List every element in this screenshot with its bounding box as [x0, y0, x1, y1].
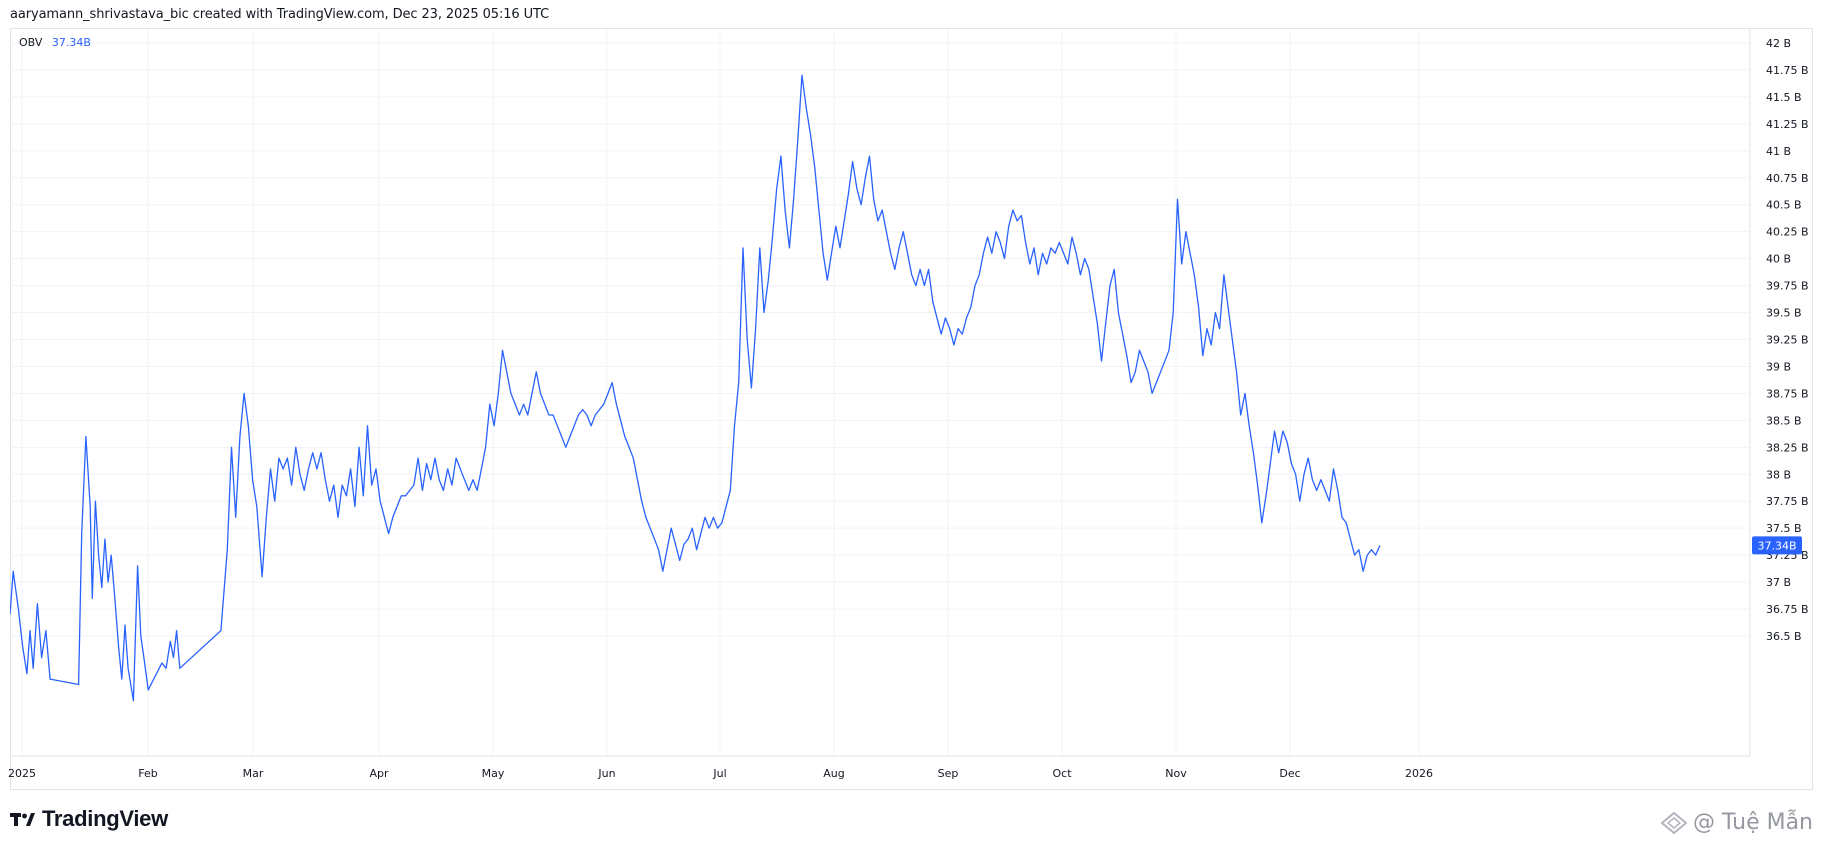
- y-tick-label: 37.75 B: [1766, 495, 1809, 508]
- y-tick-label: 40.75 B: [1766, 172, 1809, 185]
- y-tick-label: 39 B: [1766, 360, 1791, 373]
- y-tick-label: 37 B: [1766, 576, 1791, 589]
- y-tick-label: 40.25 B: [1766, 226, 1809, 239]
- x-tick-label: Dec: [1279, 767, 1300, 780]
- tradingview-logo-icon: [10, 813, 35, 826]
- x-tick-label: 2025: [8, 767, 36, 780]
- y-tick-label: 39.25 B: [1766, 334, 1809, 347]
- chart-attribution: aaryamann_shrivastava_bic created with T…: [10, 7, 550, 22]
- x-tick-label: Apr: [369, 767, 389, 780]
- y-tick-label: 40.5 B: [1766, 199, 1802, 212]
- y-tick-label: 38.5 B: [1766, 414, 1802, 427]
- x-tick-label: May: [482, 767, 505, 780]
- x-tick-label: Jul: [712, 767, 726, 780]
- y-tick-label: 36.5 B: [1766, 630, 1802, 643]
- y-tick-label: 38.75 B: [1766, 387, 1809, 400]
- x-tick-label: Nov: [1165, 767, 1187, 780]
- x-tick-label: Sep: [938, 767, 959, 780]
- y-tick-label: 40 B: [1766, 253, 1791, 266]
- obv-series-line: [10, 74, 1381, 702]
- x-tick-label: 2026: [1405, 767, 1433, 780]
- legend-indicator-value: 37.34B: [51, 36, 91, 49]
- x-tick-label: Aug: [823, 767, 844, 780]
- last-value-badge: [1752, 536, 1802, 555]
- chart-frame: [10, 28, 1813, 790]
- y-tick-label: 41 B: [1766, 145, 1791, 158]
- y-tick-label: 41.25 B: [1766, 118, 1809, 131]
- y-tick-label: 36.75 B: [1766, 603, 1809, 616]
- y-tick-label: 38.25 B: [1766, 441, 1809, 454]
- x-tick-label: Jun: [597, 767, 615, 780]
- x-tick-label: Mar: [243, 767, 264, 780]
- indicator-legend: OBV 37.34B: [19, 36, 91, 49]
- diamond-logo-icon: [1661, 811, 1688, 834]
- y-tick-label: 39.5 B: [1766, 307, 1802, 320]
- tradingview-logo[interactable]: TradingView: [10, 806, 168, 832]
- y-tick-label: 41.75 B: [1766, 64, 1809, 77]
- y-tick-label: 37.5 B: [1766, 522, 1802, 535]
- y-tick-label: 42 B: [1766, 37, 1791, 50]
- legend-indicator-name: OBV: [19, 36, 43, 49]
- tradingview-wordmark: TradingView: [42, 806, 168, 831]
- obv-chart[interactable]: 42 B 41.75 B 41.5 B 41.25 B 41 B 40.75 B 40.5 …: [0, 0, 1825, 800]
- y-tick-label: 41.5 B: [1766, 91, 1802, 104]
- y-tick-label: 39.75 B: [1766, 280, 1809, 293]
- watermark-text: @ Tuệ Mẫn: [1693, 810, 1813, 835]
- y-tick-label: 38 B: [1766, 468, 1791, 481]
- x-tick-label: Feb: [138, 767, 157, 780]
- last-value-label: 37.34B: [1757, 539, 1796, 552]
- x-tick-label: Oct: [1052, 767, 1072, 780]
- author-watermark: @ Tuệ Mẫn: [1661, 810, 1813, 835]
